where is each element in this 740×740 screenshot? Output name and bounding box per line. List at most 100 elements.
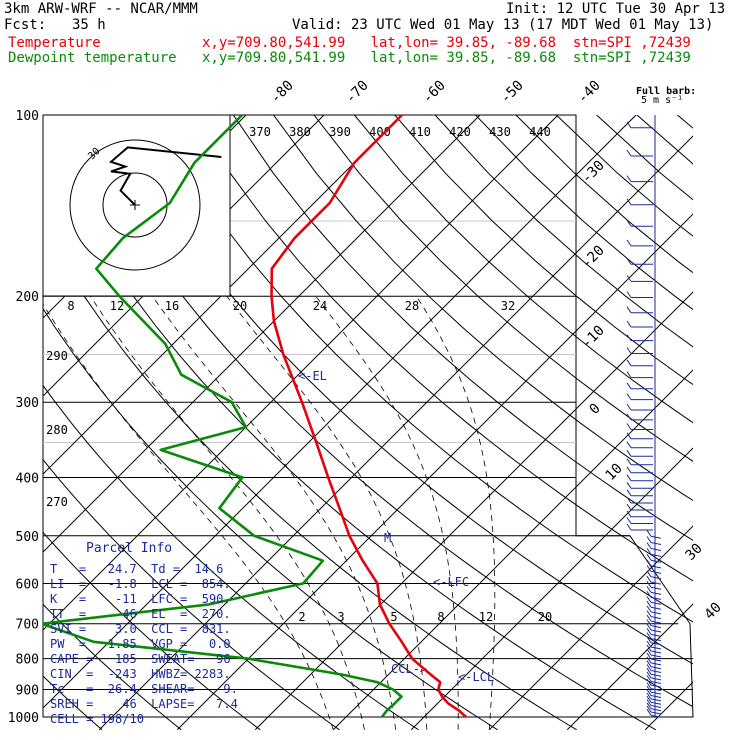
wind-barb <box>626 347 653 354</box>
wind-barb <box>646 640 662 650</box>
isotherm-label: -40 <box>575 78 604 107</box>
isotherm-label: 40 <box>702 600 725 623</box>
lcl-marker: <-LCL <box>458 670 494 684</box>
wind-barb <box>646 675 662 684</box>
wind-barb <box>626 458 653 466</box>
dry-adiabat-line <box>43 531 261 730</box>
theta-label-lower: 280 <box>46 423 68 437</box>
wind-barb <box>646 632 662 642</box>
wind-barb <box>626 489 653 497</box>
mixing-ratio-label: 16 <box>165 299 179 313</box>
wind-barb <box>646 636 662 646</box>
isotherm-label: 30 <box>683 541 706 564</box>
model-title: 3km ARW-WRF -- NCAR/MMM <box>4 1 198 17</box>
dewpoint-trace <box>43 115 403 718</box>
wind-barb <box>626 320 653 328</box>
wind-barb <box>646 705 662 715</box>
isotherm-label: -70 <box>343 78 372 107</box>
dry-adiabat-line <box>43 384 419 730</box>
wind-barb <box>646 699 662 708</box>
pressure-tick-label: 800 <box>16 653 39 668</box>
init-time: Init: 12 UTC Tue 30 Apr 13 <box>506 1 726 17</box>
wind-barb <box>646 610 662 620</box>
wind-barb <box>646 628 662 637</box>
pressure-tick-label: 100 <box>16 109 39 124</box>
wind-barb <box>646 591 662 600</box>
wind-barb <box>646 565 662 574</box>
theta-label: 380 <box>289 125 311 139</box>
grid-lines <box>43 115 693 730</box>
wind-barb <box>626 517 653 524</box>
pressure-tick-label: 600 <box>16 577 39 592</box>
wind-barb <box>626 413 653 421</box>
wind-barb <box>646 623 662 633</box>
wind-barb <box>646 682 662 692</box>
wind-barb <box>626 149 653 157</box>
wind-barb <box>626 393 653 401</box>
parcel-info-row: PW = 1.85 VGP = 0.0 <box>50 637 231 651</box>
mixing-ratio-label: 24 <box>313 299 327 313</box>
wind-barb <box>646 575 662 585</box>
m-marker: M <box>384 531 391 545</box>
theta-label-lower: 290 <box>46 349 68 363</box>
isotherm-line <box>566 603 693 730</box>
pressure-tick-label: 700 <box>16 618 39 633</box>
pressure-tick-label: 500 <box>16 530 39 545</box>
wind-barb <box>626 450 653 457</box>
dry-adiabat-line <box>354 115 693 424</box>
parcel-info-row: K = -11 LFC = 590. <box>50 592 231 606</box>
theta-label-lower: 270 <box>46 495 68 509</box>
wind-barb <box>626 382 653 390</box>
dry-adiabat-line <box>596 115 693 201</box>
hodograph: 30 <box>42 114 231 297</box>
wind-barb <box>626 306 653 314</box>
wind-barb <box>646 530 662 539</box>
wind-barb <box>646 689 662 698</box>
parcel-info-row: T = 24.7 Td = 14.6 <box>50 562 223 576</box>
wind-barb <box>646 692 662 702</box>
wind-barb <box>646 644 662 654</box>
pressure-tick-label: 400 <box>16 471 39 486</box>
wind-barb <box>646 667 662 677</box>
theta-label: 430 <box>489 125 511 139</box>
isotherm-line <box>332 369 693 730</box>
wind-barb <box>626 291 653 298</box>
wind-barb <box>626 482 653 489</box>
dewpoint-legend-info: x,y=709.80,541.99 lat,lon= 39.85, -89.68… <box>202 50 691 66</box>
wind-barb <box>626 523 653 531</box>
wind-barb <box>626 175 653 183</box>
isotherm-label: 10 <box>603 461 626 484</box>
wind-barbs <box>626 115 662 718</box>
dry-adiabat-line <box>43 675 103 730</box>
mixing-ratio-label-lower: 2 <box>298 610 305 624</box>
wind-barb <box>646 596 662 605</box>
wind-barb <box>626 258 653 265</box>
wind-barb <box>626 503 653 511</box>
wind-barb <box>626 239 653 247</box>
valid-time: Valid: 23 UTC Wed 01 May 13 (17 MDT Wed … <box>292 17 714 33</box>
isotherm-label: -30 <box>579 158 608 187</box>
moist-adiabat-line <box>315 295 459 730</box>
wind-barb <box>626 432 653 440</box>
wind-barb <box>626 334 653 342</box>
isotherm-label: -60 <box>420 78 449 107</box>
isotherm-label: -80 <box>268 78 297 107</box>
dry-adiabat-line <box>475 115 693 311</box>
isotherm-label: -20 <box>579 243 608 272</box>
parcel-info-row: SVI = 3.0 CCL = 831. <box>50 622 231 636</box>
ccl-marker: CCL-> <box>391 662 427 676</box>
parcel-info-row: CIN = -243 HWBZ= 2283. <box>50 667 231 681</box>
parcel-info-row: TT = 46 EL = 270. <box>50 607 231 621</box>
dry-adiabat-line <box>43 307 498 730</box>
pressure-tick-label: 200 <box>16 290 39 305</box>
moist-adiabat-line <box>416 295 496 730</box>
dry-adiabat-line <box>43 227 577 730</box>
isotherm-line <box>410 447 693 730</box>
isotherm-line <box>43 115 559 631</box>
parcel-info-row: LI = -1.8 LCL = 854. <box>50 577 231 591</box>
wind-barb <box>646 702 662 712</box>
dry-adiabat-line <box>394 115 693 386</box>
dry-adiabat-line <box>273 115 693 502</box>
